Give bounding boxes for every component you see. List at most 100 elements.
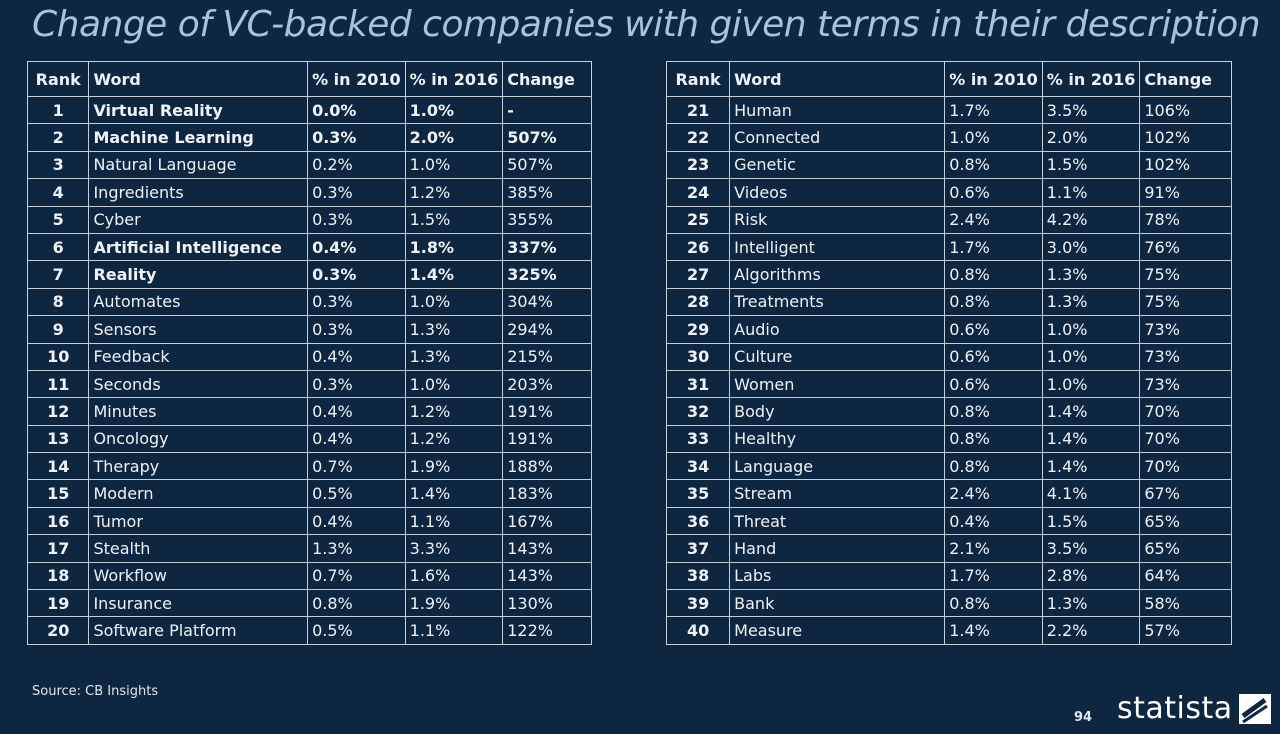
- statista-logo-icon: [1238, 694, 1271, 724]
- column-header-rank: Rank: [26, 61, 90, 97]
- table-row: 14 Therapy 0.7% 1.9% 188%: [26, 452, 592, 481]
- cell-percent-2016: 1.0%: [404, 95, 504, 125]
- cell-change: 167%: [502, 506, 592, 536]
- table-row: 5 Cyber 0.3% 1.5% 355%: [26, 205, 592, 234]
- cell-word: Treatments: [729, 287, 946, 317]
- table-row: 24 Videos 0.6% 1.1% 91%: [665, 178, 1232, 207]
- cell-word: Body: [729, 397, 946, 426]
- cell-percent-2010: 1.0%: [944, 123, 1043, 152]
- cell-percent-2010: 1.4%: [944, 616, 1043, 645]
- cell-percent-2010: 0.7%: [307, 452, 406, 481]
- page-number: 94: [1074, 710, 1093, 725]
- cell-rank: 23: [665, 150, 731, 180]
- cell-percent-2010: 0.6%: [944, 342, 1043, 371]
- cell-word: Risk: [729, 205, 946, 234]
- cell-word: Automates: [88, 287, 309, 317]
- cell-word: Virtual Reality: [88, 95, 309, 125]
- cell-rank: 22: [665, 123, 731, 152]
- cell-change: 191%: [502, 397, 592, 426]
- statista-brand[interactable]: statista: [1117, 694, 1271, 724]
- cell-word: Machine Learning: [88, 123, 309, 152]
- cell-word: Software Platform: [88, 616, 309, 645]
- cell-change: 183%: [502, 479, 592, 508]
- cell-percent-2010: 2.4%: [944, 205, 1043, 234]
- cell-word: Genetic: [729, 150, 946, 180]
- cell-word: Healthy: [729, 424, 946, 454]
- cell-percent-2010: 0.4%: [944, 506, 1043, 536]
- cell-change: 57%: [1139, 616, 1232, 645]
- table-row: 31 Women 0.6% 1.0% 73%: [665, 369, 1232, 399]
- cell-percent-2010: 0.8%: [944, 452, 1043, 481]
- table-row: 33 Healthy 0.8% 1.4% 70%: [665, 424, 1232, 454]
- cell-change: 70%: [1139, 424, 1232, 454]
- table-row: 36 Threat 0.4% 1.5% 65%: [665, 506, 1232, 536]
- table-row: 27 Algorithms 0.8% 1.3% 75%: [665, 260, 1232, 289]
- cell-change: 78%: [1139, 205, 1232, 234]
- cell-percent-2016: 1.1%: [404, 506, 504, 536]
- table-row: 17 Stealth 1.3% 3.3% 143%: [26, 534, 592, 563]
- cell-percent-2010: 0.4%: [307, 232, 406, 262]
- cell-rank: 30: [665, 342, 731, 371]
- cell-percent-2016: 1.0%: [404, 150, 504, 180]
- cell-change: 91%: [1139, 178, 1232, 207]
- cell-percent-2010: 0.8%: [944, 397, 1043, 426]
- cell-change: 191%: [502, 424, 592, 454]
- cell-change: 143%: [502, 561, 592, 591]
- cell-percent-2010: 1.7%: [944, 561, 1043, 591]
- cell-percent-2010: 0.6%: [944, 178, 1043, 207]
- cell-percent-2010: 0.3%: [307, 287, 406, 317]
- cell-change: 130%: [502, 589, 592, 618]
- cell-percent-2010: 0.8%: [944, 260, 1043, 289]
- cell-word: Minutes: [88, 397, 309, 426]
- cell-rank: 15: [26, 479, 90, 508]
- cell-percent-2010: 0.4%: [307, 342, 406, 371]
- cell-rank: 11: [26, 369, 90, 399]
- cell-word: Videos: [729, 178, 946, 207]
- cell-change: -: [502, 95, 592, 125]
- table-row: 32 Body 0.8% 1.4% 70%: [665, 397, 1232, 426]
- cell-rank: 4: [26, 178, 90, 207]
- cell-change: 73%: [1139, 315, 1232, 344]
- cell-rank: 9: [26, 315, 90, 344]
- cell-percent-2010: 0.5%: [307, 616, 406, 645]
- cell-change: 507%: [502, 123, 592, 152]
- cell-word: Connected: [729, 123, 946, 152]
- cell-change: 143%: [502, 534, 592, 563]
- cell-percent-2016: 1.3%: [404, 342, 504, 371]
- source-note: Source: CB Insights: [32, 684, 159, 699]
- table-row: 16 Tumor 0.4% 1.1% 167%: [26, 506, 592, 536]
- cell-percent-2016: 1.2%: [404, 424, 504, 454]
- cell-change: 70%: [1139, 452, 1232, 481]
- cell-word: Measure: [729, 616, 946, 645]
- cell-percent-2016: 1.5%: [1041, 150, 1141, 180]
- cell-percent-2016: 1.1%: [1041, 178, 1141, 207]
- table-row: 38 Labs 1.7% 2.8% 64%: [665, 561, 1232, 591]
- cell-change: 385%: [502, 178, 592, 207]
- cell-percent-2016: 1.0%: [1041, 315, 1141, 344]
- cell-percent-2010: 0.8%: [944, 287, 1043, 317]
- cell-word: Intelligent: [729, 232, 946, 262]
- cell-rank: 14: [26, 452, 90, 481]
- cell-percent-2010: 1.7%: [944, 95, 1043, 125]
- cell-rank: 1: [26, 95, 90, 125]
- column-header-change: Change: [1139, 61, 1232, 97]
- cell-change: 355%: [502, 205, 592, 234]
- cell-percent-2016: 1.4%: [404, 260, 504, 289]
- cell-word: Oncology: [88, 424, 309, 454]
- cell-percent-2016: 1.5%: [1041, 506, 1141, 536]
- cell-word: Bank: [729, 589, 946, 618]
- cell-word: Reality: [88, 260, 309, 289]
- cell-rank: 38: [665, 561, 731, 591]
- cell-percent-2016: 1.0%: [404, 369, 504, 399]
- cell-rank: 21: [665, 95, 731, 125]
- table-row: 22 Connected 1.0% 2.0% 102%: [665, 123, 1232, 152]
- cell-change: 507%: [502, 150, 592, 180]
- cell-change: 76%: [1139, 232, 1232, 262]
- ranking-table-left: Rank Word % in 2010 % in 2016 Change 1 Vi…: [26, 61, 592, 645]
- table-row: 6 Artificial Intelligence 0.4% 1.8% 337%: [26, 232, 592, 262]
- cell-rank: 27: [665, 260, 731, 289]
- cell-percent-2016: 1.3%: [404, 315, 504, 344]
- cell-word: Ingredients: [88, 178, 309, 207]
- table-row: 34 Language 0.8% 1.4% 70%: [665, 452, 1232, 481]
- cell-percent-2016: 1.0%: [1041, 342, 1141, 371]
